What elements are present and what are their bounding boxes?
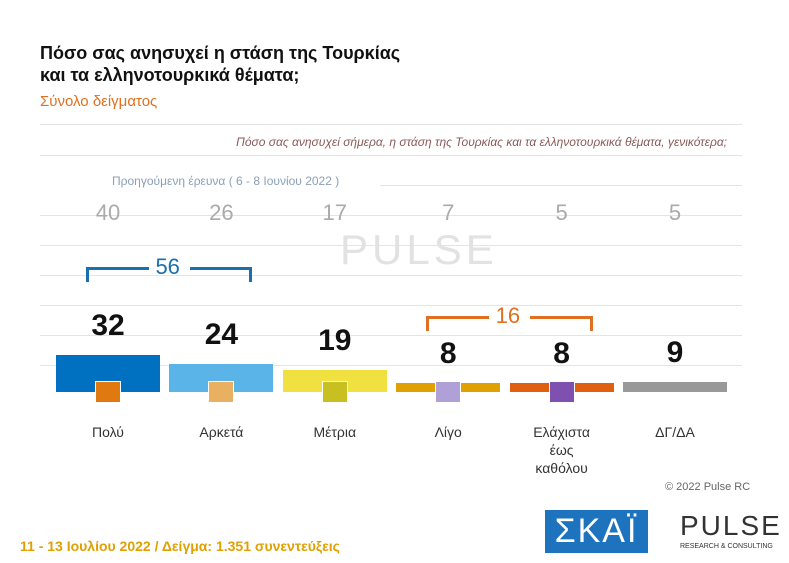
- value-label: 8: [553, 336, 570, 370]
- previous-value: 26: [209, 200, 234, 225]
- category-label: Λίγο: [434, 424, 462, 440]
- logo-skai: ΣΚΑΪ: [545, 510, 648, 553]
- previous-value: 5: [555, 200, 568, 225]
- divider: [40, 155, 742, 156]
- icon: [548, 381, 575, 403]
- copyright: © 2022 Pulse RC: [665, 481, 751, 493]
- bracket: [86, 267, 149, 282]
- footer: 11 - 13 Ιουλίου 2022 / Δείγμα: 1.351 συν…: [20, 538, 340, 554]
- divider: [40, 275, 742, 276]
- value-label: 9: [666, 335, 684, 369]
- icon: [208, 381, 235, 403]
- previous-value: 17: [322, 200, 348, 225]
- title-line: Πόσο σας ανησυχεί η στάση της Τουρκίας: [40, 43, 401, 63]
- divider: [40, 365, 742, 366]
- category-label: Ελάχιστα έως καθόλου: [533, 424, 590, 476]
- value-label: 24: [204, 318, 239, 352]
- value-label: 19: [318, 324, 352, 358]
- icon: [95, 381, 121, 403]
- value-label: 8: [439, 336, 457, 370]
- logo-pulse-sub: RESEARCH & CONSULTING: [680, 543, 773, 550]
- category-label: Μέτρια: [313, 424, 357, 440]
- group-total: 56: [155, 254, 180, 279]
- category-label: Αρκετά: [199, 424, 244, 440]
- category-label: ΔΓ/ΔΑ: [655, 424, 695, 440]
- previous-label: Προηγούμενη έρευνα ( 6 - 8 Ιουνίου 2022 …: [112, 174, 340, 188]
- icon: [321, 381, 348, 403]
- divider: [380, 185, 742, 186]
- category-label: Πολύ: [92, 424, 124, 440]
- question: Πόσο σας ανησυχεί σήμερα, η στάση της Το…: [236, 135, 727, 149]
- divider: [40, 124, 742, 125]
- previous-value: 7: [442, 200, 455, 225]
- bar: [623, 381, 727, 392]
- bracket: [189, 267, 253, 282]
- previous-value: 40: [95, 200, 121, 225]
- subtitle: Σύνολο δείγματος: [40, 93, 158, 110]
- group-total: 16: [495, 303, 521, 328]
- value-label: 32: [91, 309, 125, 343]
- title-line: και τα ελληνοτουρκικά θέματα;: [40, 65, 300, 85]
- watermark: PULSE: [340, 226, 498, 273]
- icon: [435, 381, 462, 403]
- bracket: [529, 316, 593, 331]
- bracket: [426, 316, 489, 331]
- previous-value: 5: [668, 200, 682, 225]
- divider: [40, 245, 742, 246]
- divider: [40, 215, 742, 216]
- divider: [40, 305, 742, 306]
- divider: [40, 335, 742, 336]
- logo-pulse: PULSE: [680, 510, 782, 541]
